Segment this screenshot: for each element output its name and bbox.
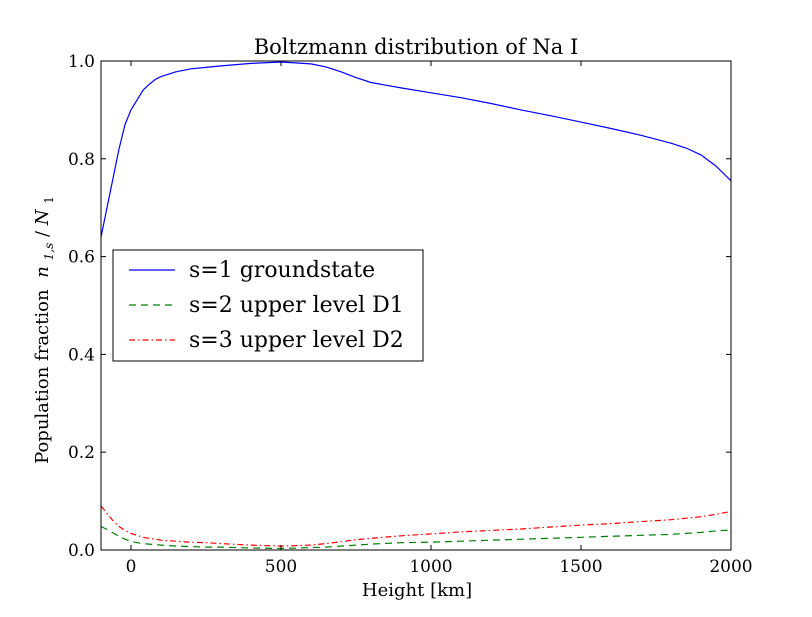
series-line-1 bbox=[101, 61, 731, 238]
legend-label-3: s=3 upper level D2 bbox=[189, 328, 404, 353]
y-tick-label: 0.8 bbox=[68, 150, 95, 170]
y-tick-label: 0.4 bbox=[68, 345, 95, 365]
y-tick-label: 0.0 bbox=[68, 541, 95, 561]
y-axis-label-math-den-sub: 1 bbox=[42, 196, 56, 204]
y-tick-label: 1.0 bbox=[68, 52, 95, 72]
x-tick-label: 2000 bbox=[709, 557, 752, 577]
legend: s=1 groundstate s=2 upper level D1 s=3 upp… bbox=[112, 249, 424, 362]
legend-label-1: s=1 groundstate bbox=[189, 258, 375, 283]
y-axis-label-math-n: n bbox=[32, 266, 53, 278]
y-axis-label-text: Population fraction bbox=[32, 289, 53, 464]
chart-title: Boltzmann distribution of Na I bbox=[254, 35, 579, 59]
axes: 0 500 1000 1500 2000 0.0 0.2 0.4 0.6 0.8 1.0 bbox=[68, 52, 753, 577]
x-tick-label: 1000 bbox=[409, 557, 452, 577]
series-line-2 bbox=[101, 525, 731, 550]
x-axis-label: Height [km] bbox=[362, 580, 472, 601]
y-tick-label: 0.6 bbox=[68, 248, 95, 268]
legend-box bbox=[112, 249, 424, 362]
x-tick-label: 0 bbox=[126, 557, 137, 577]
y-axis-label-math-sub: 1,s bbox=[42, 243, 56, 261]
legend-label-2: s=2 upper level D1 bbox=[189, 293, 404, 318]
y-tick-label: 0.2 bbox=[68, 443, 95, 463]
x-tick-label: 1500 bbox=[559, 557, 602, 577]
y-axis-label: Population fraction n 1,s / N 1 bbox=[32, 196, 58, 464]
x-tick-label: 500 bbox=[265, 557, 297, 577]
plot-area bbox=[101, 61, 731, 550]
y-axis-label-math-den: N bbox=[32, 208, 53, 226]
plot-frame bbox=[100, 60, 732, 551]
series-line-3 bbox=[101, 505, 731, 547]
